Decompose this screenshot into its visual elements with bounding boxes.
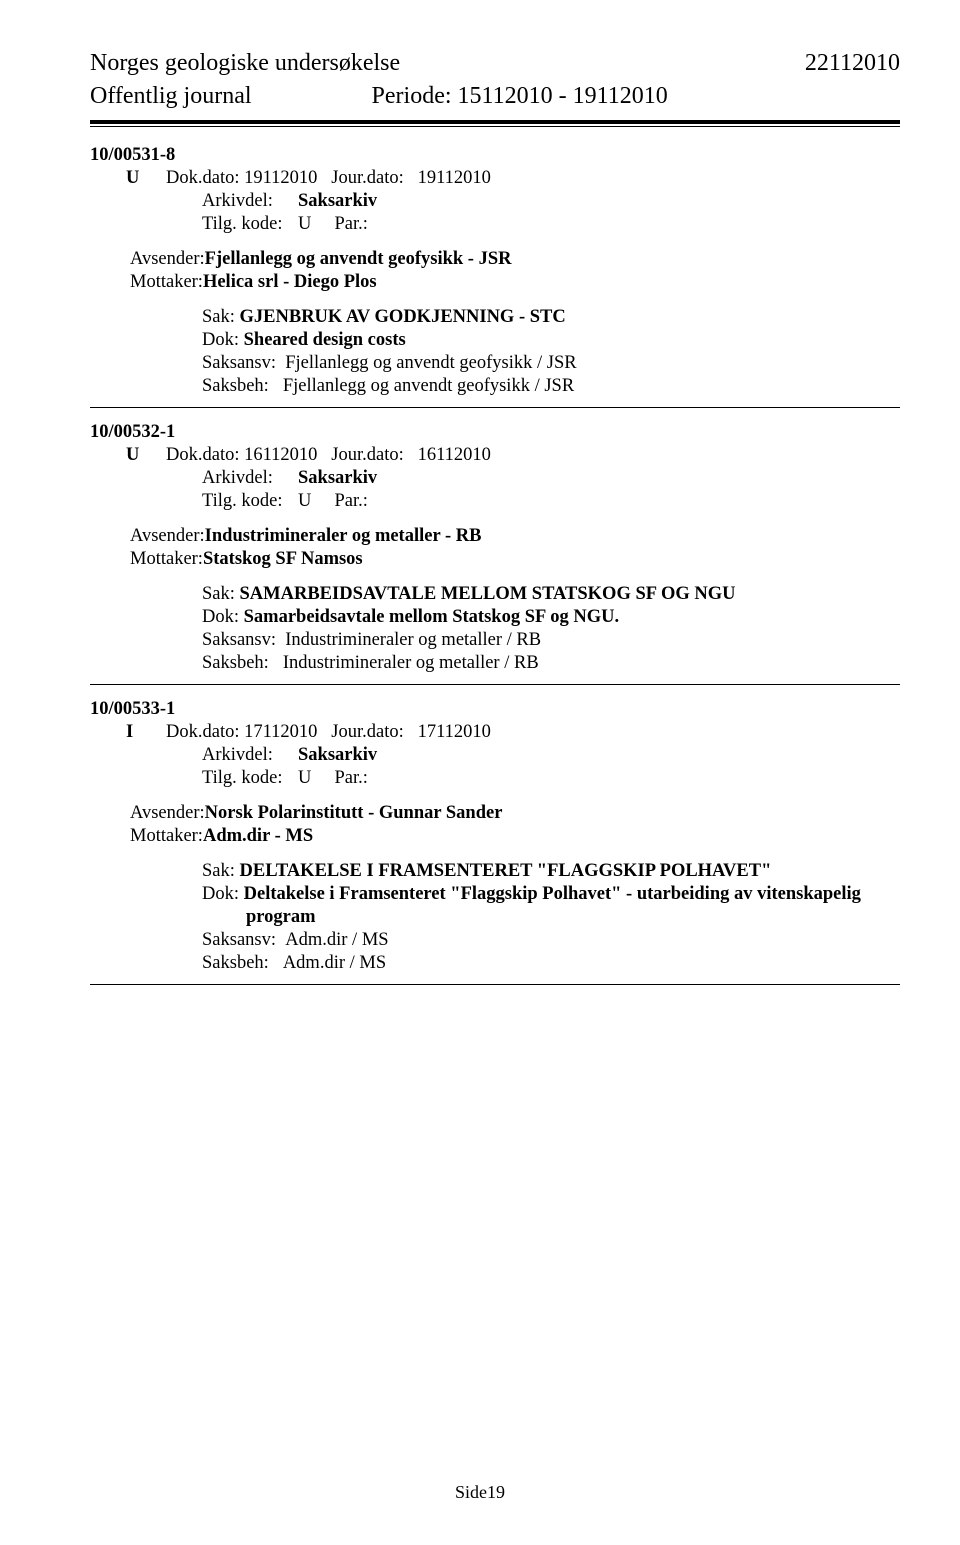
journal-entry: 10/00531-8 U Dok.dato: 19112010 Jour.dat… [90, 145, 900, 397]
dok-text-line2: program [246, 907, 316, 927]
avsender-line: Avsender: Norsk Polarinstitutt - Gunnar … [90, 803, 900, 824]
tilg-line: Tilg. kode:U Par.: [90, 491, 900, 512]
header-date: 22112010 [805, 50, 900, 77]
avsender-label: Avsender: [130, 803, 205, 824]
tilg-value: U [298, 768, 311, 788]
record-line: U Dok.dato: 16112010 Jour.dato: 16112010 [90, 445, 900, 466]
arkiv-line: Arkivdel:Saksarkiv [90, 745, 900, 766]
tilg-value: U [298, 214, 311, 234]
arkiv-line: Arkivdel:Saksarkiv [90, 191, 900, 212]
tilg-label: Tilg. kode: [202, 214, 298, 235]
sak-block: Sak: SAMARBEIDSAVTALE MELLOM STATSKOG SF… [90, 584, 900, 674]
avsender-value: Industrimineraler og metaller - RB [205, 526, 482, 546]
par-label: Par.: [335, 491, 368, 511]
header-rule-thin [90, 126, 900, 127]
tilg-line: Tilg. kode:U Par.: [90, 768, 900, 789]
record-line: U Dok.dato: 19112010 Jour.dato: 19112010 [90, 168, 900, 189]
mottaker-line: Mottaker: Statskog SF Namsos [90, 549, 900, 570]
par-label: Par.: [335, 768, 368, 788]
period: Periode: 15112010 - 19112010 [252, 83, 668, 110]
case-number: 10/00531-8 [90, 145, 900, 166]
avsender-line: Avsender: Fjellanlegg og anvendt geofysi… [90, 249, 900, 270]
tilg-value: U [298, 491, 311, 511]
saksbeh-label: Saksbeh: [202, 653, 269, 673]
arkiv-value: Saksarkiv [298, 468, 377, 488]
sak-label: Sak: [202, 584, 240, 604]
page-subheader: Offentlig journal Periode: 15112010 - 19… [90, 83, 900, 110]
entry-separator [90, 684, 900, 685]
journal-entry: 10/00533-1 I Dok.dato: 17112010 Jour.dat… [90, 699, 900, 974]
avsender-label: Avsender: [130, 249, 205, 270]
dok-label: Dok: [202, 884, 244, 904]
saksansv-value: Industrimineraler og metaller / RB [285, 630, 541, 650]
case-number: 10/00532-1 [90, 422, 900, 443]
record-line: I Dok.dato: 17112010 Jour.dato: 17112010 [90, 722, 900, 743]
avsender-label: Avsender: [130, 526, 205, 547]
arkiv-label: Arkivdel: [202, 191, 298, 212]
saksbeh-label: Saksbeh: [202, 953, 269, 973]
arkiv-line: Arkivdel:Saksarkiv [90, 468, 900, 489]
tilg-line: Tilg. kode:U Par.: [90, 214, 900, 235]
record-dates: Dok.dato: 17112010 Jour.dato: 17112010 [166, 722, 900, 743]
saksansv-label: Saksansv: [202, 630, 285, 650]
journal-label: Offentlig journal [90, 83, 252, 110]
mottaker-label: Mottaker: [130, 826, 203, 847]
sak-label: Sak: [202, 861, 240, 881]
dok-text: Samarbeidsavtale mellom Statskog SF og N… [244, 607, 619, 627]
mottaker-value: Adm.dir - MS [203, 826, 313, 846]
arkiv-value: Saksarkiv [298, 745, 377, 765]
arkiv-label: Arkivdel: [202, 745, 298, 766]
period-value: 15112010 - 19112010 [458, 83, 668, 109]
org-name: Norges geologiske undersøkelse [90, 50, 400, 77]
dok-text: Sheared design costs [244, 330, 406, 350]
mottaker-line: Mottaker: Helica srl - Diego Plos [90, 272, 900, 293]
mottaker-line: Mottaker: Adm.dir - MS [90, 826, 900, 847]
tilg-label: Tilg. kode: [202, 768, 298, 789]
mottaker-label: Mottaker: [130, 272, 203, 293]
record-type: U [90, 168, 166, 189]
mottaker-value: Statskog SF Namsos [203, 549, 363, 569]
arkiv-label: Arkivdel: [202, 468, 298, 489]
saksansv-value: Fjellanlegg og anvendt geofysikk / JSR [285, 353, 576, 373]
dok-label: Dok: [202, 330, 244, 350]
entry-separator [90, 984, 900, 985]
saksbeh-value: Industrimineraler og metaller / RB [269, 653, 539, 674]
avsender-value: Fjellanlegg og anvendt geofysikk - JSR [205, 249, 512, 269]
saksansv-label: Saksansv: [202, 353, 285, 373]
avsender-line: Avsender: Industrimineraler og metaller … [90, 526, 900, 547]
record-dates: Dok.dato: 19112010 Jour.dato: 19112010 [166, 168, 900, 189]
sak-block: Sak: DELTAKELSE I FRAMSENTERET "FLAGGSKI… [90, 861, 900, 974]
entries-container: 10/00531-8 U Dok.dato: 19112010 Jour.dat… [90, 145, 900, 985]
tilg-label: Tilg. kode: [202, 491, 298, 512]
sak-text: SAMARBEIDSAVTALE MELLOM STATSKOG SF OG N… [240, 584, 736, 604]
sak-text: DELTAKELSE I FRAMSENTERET "FLAGGSKIP POL… [240, 861, 772, 881]
avsender-value: Norsk Polarinstitutt - Gunnar Sander [205, 803, 503, 823]
arkiv-value: Saksarkiv [298, 191, 377, 211]
case-number: 10/00533-1 [90, 699, 900, 720]
page-footer: Side19 [0, 1482, 960, 1503]
dok-text: Deltakelse i Framsenteret "Flaggskip Pol… [244, 884, 861, 904]
saksbeh-value: Adm.dir / MS [269, 953, 386, 974]
saksansv-value: Adm.dir / MS [285, 930, 388, 950]
record-type: I [90, 722, 166, 743]
par-label: Par.: [335, 214, 368, 234]
record-type: U [90, 445, 166, 466]
record-dates: Dok.dato: 16112010 Jour.dato: 16112010 [166, 445, 900, 466]
saksbeh-value: Fjellanlegg og anvendt geofysikk / JSR [269, 376, 574, 397]
mottaker-value: Helica srl - Diego Plos [203, 272, 377, 292]
entry-separator [90, 407, 900, 408]
journal-entry: 10/00532-1 U Dok.dato: 16112010 Jour.dat… [90, 422, 900, 674]
page-header: Norges geologiske undersøkelse 22112010 [90, 50, 900, 77]
mottaker-label: Mottaker: [130, 549, 203, 570]
saksbeh-label: Saksbeh: [202, 376, 269, 396]
sak-label: Sak: [202, 307, 240, 327]
dok-label: Dok: [202, 607, 244, 627]
period-label: Periode: [372, 83, 452, 109]
saksansv-label: Saksansv: [202, 930, 285, 950]
sak-text: GJENBRUK AV GODKJENNING - STC [240, 307, 566, 327]
header-rule-thick [90, 120, 900, 124]
sak-block: Sak: GJENBRUK AV GODKJENNING - STC Dok: … [90, 307, 900, 397]
